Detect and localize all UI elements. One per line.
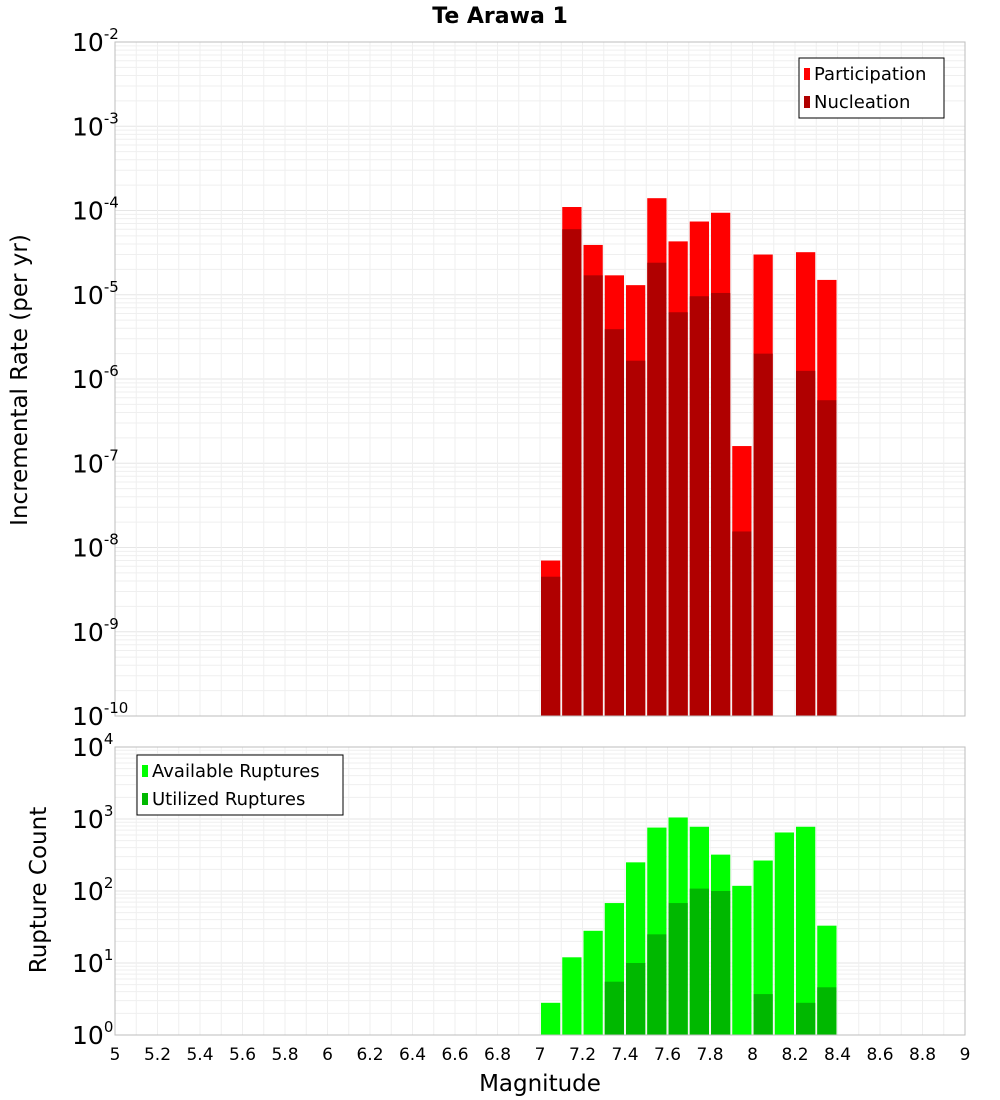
x-tick-label: 7.4: [611, 1045, 638, 1065]
rate-y-tick-label: 10-8: [72, 531, 119, 563]
rate-y-tick-label: 10-7: [72, 446, 119, 478]
bottom-y-axis-label: Rupture Count: [26, 807, 52, 973]
rupture-y-tick-label: 100: [72, 1018, 113, 1050]
rupture-y-tick-label: 104: [72, 730, 113, 762]
rupture-legend-swatch: [142, 793, 148, 805]
x-tick-label: 6.6: [441, 1045, 468, 1065]
rate-bar: [562, 229, 582, 717]
rate-bar: [604, 329, 624, 716]
rupture-bar: [753, 860, 773, 1035]
rupture-bar: [817, 987, 837, 1035]
rate-series-1: [541, 229, 837, 717]
rate-grid: [114, 42, 966, 717]
rate-legend: Participation Nucleation: [798, 57, 945, 119]
x-tick-label: 8.6: [866, 1045, 893, 1065]
rate-bar: [583, 275, 603, 716]
rate-legend-label: Participation: [814, 64, 926, 85]
x-tick-label: 7.6: [654, 1045, 681, 1065]
rate-y-tick-label: 10-3: [72, 109, 119, 141]
rupture-bar: [583, 930, 603, 1035]
rate-bar: [711, 292, 731, 716]
x-axis: 5 5.2 5.4 5.6 5.8 6 6.2 6.4 6.6 6.8 7 7.2 7.4 7.6 7.8 8…: [110, 1045, 971, 1065]
rupture-legend-label: Utilized Ruptures: [152, 789, 305, 810]
rate-y-tick-label: 10-2: [72, 25, 119, 57]
rate-plot-frame: [114, 41, 966, 717]
x-tick-label: 7.8: [696, 1045, 723, 1065]
rate-y-tick-label: 10-9: [72, 615, 119, 647]
x-tick-label: 5.4: [186, 1045, 213, 1065]
x-axis-label: Magnitude: [479, 1071, 601, 1097]
rupture-y-tick-label: 102: [72, 874, 113, 906]
rupture-legend-swatch: [142, 765, 148, 777]
rupture-legend-label: Available Ruptures: [152, 761, 320, 782]
x-tick-label: 8: [747, 1045, 758, 1065]
rupture-bar: [753, 994, 773, 1035]
rupture-series-1: [604, 888, 837, 1035]
rupture-bar: [647, 934, 667, 1035]
rate-y-tick-label: 10-10: [72, 699, 128, 731]
rate-bar: [689, 296, 709, 716]
rupture-y-tick-label: 101: [72, 946, 113, 978]
x-tick-label: 8.4: [824, 1045, 851, 1065]
rupture-bar: [541, 1002, 561, 1035]
rupture-bar: [626, 963, 646, 1035]
top-y-axis-label: Incremental Rate (per yr): [7, 234, 33, 526]
x-tick-label: 6.8: [484, 1045, 511, 1065]
x-tick-label: 9: [960, 1045, 971, 1065]
rupture-bar: [562, 957, 582, 1035]
rate-y-tick-label: 10-4: [72, 194, 119, 226]
rupture-bar: [689, 888, 709, 1035]
rate-legend-box: [798, 57, 945, 119]
rate-y-tick-label: 10-5: [72, 278, 119, 310]
rate-bar: [796, 370, 816, 716]
rupture-count-panel: 100 101 102 103 104 Available Ruptures Utilize…: [72, 730, 966, 1050]
rate-bar: [647, 262, 667, 716]
x-tick-label: 8.2: [781, 1045, 808, 1065]
x-tick-label: 6: [322, 1045, 333, 1065]
x-tick-label: 8.8: [909, 1045, 936, 1065]
rupture-bar: [732, 885, 752, 1035]
rate-bar: [817, 400, 837, 716]
chart-title: Te Arawa 1: [432, 4, 568, 29]
rupture-plot-frame: [114, 746, 966, 1036]
rupture-bar: [774, 832, 794, 1035]
x-tick-label: 7.2: [569, 1045, 596, 1065]
rupture-y-tick-label: 103: [72, 802, 113, 834]
rates-panel: 10-10 10-9 10-8 10-7 10-6 10-5 10-4 10-3 10-2 Par…: [72, 25, 966, 731]
x-tick-label: 5.6: [229, 1045, 256, 1065]
rupture-bar: [711, 891, 731, 1035]
rate-bar: [541, 576, 561, 716]
rate-legend-swatch: [804, 68, 810, 80]
rupture-bar: [668, 903, 688, 1035]
x-tick-label: 5.2: [144, 1045, 171, 1065]
rate-bar: [626, 360, 646, 716]
x-tick-label: 5.8: [271, 1045, 298, 1065]
rate-y-tick-label: 10-6: [72, 362, 119, 394]
rupture-bar: [796, 826, 816, 1035]
rate-legend-label: Nucleation: [814, 92, 910, 113]
rupture-legend-box: [136, 754, 344, 816]
rate-bar: [753, 353, 773, 716]
rupture-bar: [796, 1002, 816, 1035]
rupture-legend: Available Ruptures Utilized Ruptures: [136, 754, 344, 816]
x-tick-label: 6.4: [399, 1045, 426, 1065]
rate-bar: [668, 312, 688, 716]
rate-bar: [732, 531, 752, 716]
x-tick-label: 6.2: [356, 1045, 383, 1065]
rate-legend-swatch: [804, 96, 810, 108]
rupture-bar: [604, 981, 624, 1035]
x-tick-label: 5: [110, 1045, 121, 1065]
x-tick-label: 7: [535, 1045, 546, 1065]
